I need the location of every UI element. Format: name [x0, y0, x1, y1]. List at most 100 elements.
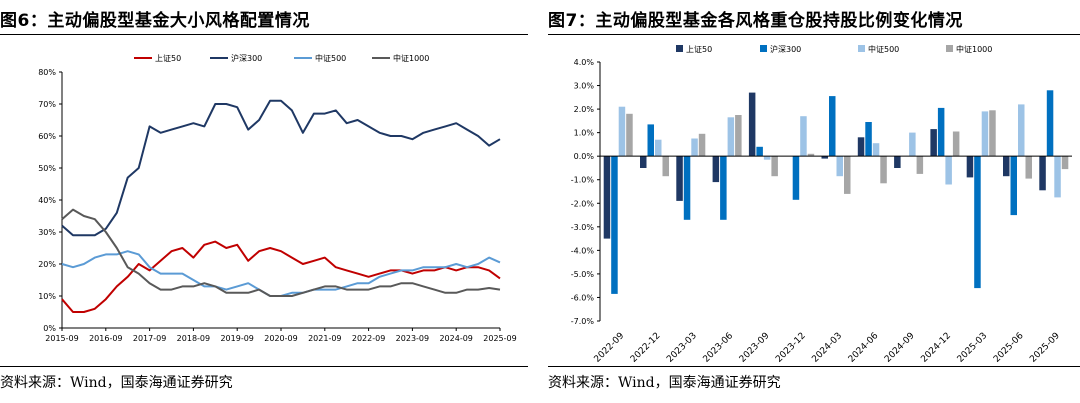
bar-中证1000-2024-09 [916, 156, 924, 174]
y-tick-label: -6.0% [571, 293, 595, 302]
legend-label: 中证1000 [956, 44, 992, 54]
y-tick-label: -3.0% [571, 223, 595, 232]
holding-change-bar-chart: -7.0% -6.0% -5.0% -4.0% -3.0% -2.0% -1.0% 0.0% 1… [571, 44, 1072, 365]
bar-中证500-2025-06 [1018, 104, 1025, 157]
x-tick-label: 2025-03 [956, 331, 990, 365]
x-tick-label: 2024-09 [883, 331, 917, 365]
x-tick-label: 2023-09 [396, 334, 429, 343]
x-tick-label: 2024-09 [439, 334, 472, 343]
bar-沪深300-2023-12 [792, 156, 800, 200]
x-tick-label: 2025-09 [483, 334, 516, 343]
y-tick-label: 4.0% [574, 58, 595, 67]
legend-swatch [676, 45, 683, 52]
bar-中证1000-2023-03 [698, 133, 706, 157]
bar-上证50-2025-09 [1039, 156, 1046, 191]
bar-中证1000-2025-06 [1025, 156, 1032, 179]
x-tick-label: 2024-12 [919, 331, 953, 365]
bar-中证500-2022-09 [618, 106, 626, 157]
bar-上证50-2024-06 [857, 137, 865, 157]
y-tick-label: 3.0% [574, 82, 595, 91]
x-tick-label: 2020-09 [264, 334, 297, 343]
bar-沪深300-2024-03 [829, 96, 836, 157]
x-tick-label: 2019-09 [220, 334, 253, 343]
bar-中证1000-2022-12 [662, 156, 669, 177]
series-line-沪深300 [61, 99, 501, 237]
bar-上证50-2023-09 [748, 92, 756, 157]
bar-沪深300-2023-06 [720, 156, 727, 220]
bar-中证1000-2023-06 [735, 115, 742, 157]
y-tick-label: -5.0% [571, 270, 595, 279]
bar-上证50-2023-03 [676, 156, 683, 201]
bar-中证1000-2025-03 [989, 110, 996, 157]
bar-上证50-2024-09 [894, 156, 901, 168]
bar-上证50-2022-12 [640, 156, 647, 168]
y-tick-label: -2.0% [571, 199, 595, 208]
x-tick-label: 2023-03 [665, 331, 699, 365]
y-tick-label: 50% [38, 164, 56, 173]
y-tick-label: 1.0% [574, 129, 595, 138]
y-tick-label: 40% [38, 196, 56, 205]
bar-中证1000-2024-06 [880, 156, 887, 184]
legend-label: 上证50 [155, 54, 181, 63]
x-tick-label: 2021-09 [308, 334, 341, 343]
title-rule [0, 34, 528, 35]
x-tick-label: 2025-06 [992, 331, 1026, 365]
bar-沪深300-2025-09 [1046, 90, 1054, 157]
title-rule [548, 34, 1080, 35]
figure-6-panel: 图6：主动偏股型基金大小风格配置情况 0% 10% 20% 30% 40% 50% 60% 7… [0, 0, 528, 403]
bar-上证50-2023-06 [712, 156, 720, 183]
y-tick-label: 20% [38, 260, 56, 269]
bar-沪深300-2023-03 [683, 156, 691, 220]
y-tick-label: 2.0% [574, 105, 595, 114]
bar-中证500-2023-06 [727, 117, 735, 157]
bar-中证500-2024-03 [836, 156, 843, 177]
legend-label: 中证500 [315, 53, 346, 63]
figure-6-title: 图6：主动偏股型基金大小风格配置情况 [0, 11, 310, 31]
legend-swatch [946, 45, 953, 52]
figure-7-source: 资料来源：Wind，国泰海通证券研究 [548, 375, 781, 391]
bar-沪深300-2024-12 [937, 107, 945, 157]
legend-label: 中证1000 [393, 53, 429, 63]
bar-沪深300-2022-09 [611, 156, 618, 294]
bar-上证50-2022-09 [603, 156, 611, 239]
bar-上证50-2024-03 [821, 156, 828, 159]
bar-沪深300-2023-09 [756, 146, 763, 157]
x-tick-label: 2015-09 [45, 334, 78, 343]
x-tick-label: 2022-09 [593, 331, 627, 365]
legend-swatch [760, 45, 767, 52]
figure-6-source: 资料来源：Wind，国泰海通证券研究 [0, 375, 233, 391]
y-tick-label: 80% [38, 68, 56, 77]
bar-上证50-2024-12 [930, 129, 937, 157]
legend-label: 上证50 [686, 45, 712, 54]
bar-沪深300-2024-06 [865, 122, 872, 157]
bar-中证1000-2025-09 [1061, 156, 1069, 170]
bar-上证50-2025-06 [1003, 156, 1010, 177]
figure-7-panel: 图7：主动偏股型基金各风格重仓股持股比例变化情况 -7.0% -6.0% -5.0%… [548, 0, 1080, 403]
bar-中证500-2024-12 [945, 156, 952, 185]
y-tick-label: 70% [38, 100, 56, 109]
x-tick-label: 2022-09 [352, 334, 385, 343]
bar-上证50-2025-03 [966, 156, 974, 178]
source-rule [0, 366, 528, 367]
bar-中证500-2024-09 [909, 132, 916, 157]
bar-中证1000-2024-12 [952, 131, 960, 157]
bar-沪深300-2025-03 [974, 156, 981, 289]
legend-label: 沪深300 [770, 44, 801, 54]
y-tick-label: -1.0% [571, 176, 595, 185]
x-tick-label: 2018-09 [177, 334, 210, 343]
bar-中证1000-2023-09 [771, 156, 778, 177]
bar-中证500-2025-03 [981, 111, 989, 157]
style-allocation-line-chart: 0% 10% 20% 30% 40% 50% 60% 70% 80% 2015-09 2016-09… [38, 53, 517, 343]
x-tick-label: 2022-12 [629, 331, 663, 365]
bar-中证500-2022-12 [655, 139, 662, 157]
bar-中证1000-2022-09 [626, 113, 633, 157]
y-tick-label: 0.0% [574, 152, 595, 161]
x-tick-label: 2023-06 [702, 331, 736, 365]
bar-中证1000-2023-12 [807, 153, 815, 157]
x-tick-label: 2025-09 [1028, 331, 1062, 365]
source-rule [548, 366, 1080, 367]
series-line-上证50 [61, 240, 501, 313]
bar-中证1000-2024-03 [844, 156, 851, 194]
y-tick-label: 0% [43, 324, 56, 333]
x-tick-label: 2023-12 [774, 331, 808, 365]
